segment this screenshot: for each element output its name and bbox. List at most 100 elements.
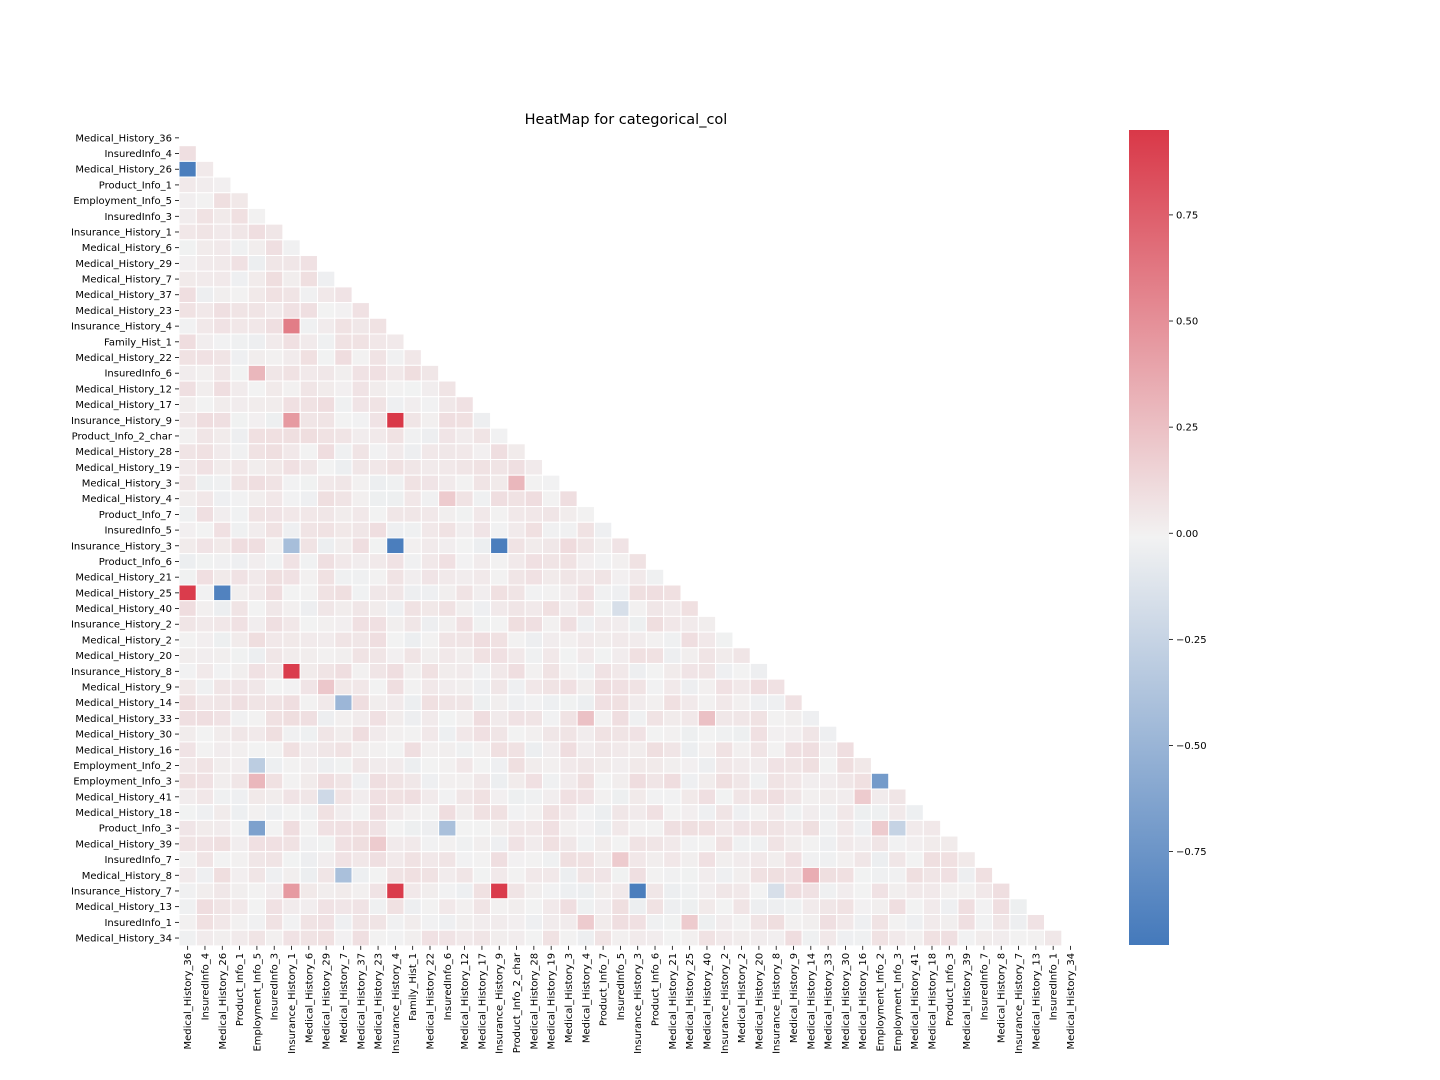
heatmap-cell xyxy=(178,160,197,178)
heatmap-cell xyxy=(559,819,578,837)
heatmap-cell xyxy=(351,600,370,617)
heatmap-cell xyxy=(524,506,544,523)
heatmap-cell xyxy=(282,694,301,712)
heatmap-cell xyxy=(213,255,232,272)
heatmap-cell xyxy=(697,866,717,884)
heatmap-cell xyxy=(455,929,474,947)
heatmap-cell xyxy=(178,145,197,162)
heatmap-cell xyxy=(282,427,301,445)
heatmap-cell xyxy=(888,914,907,931)
heatmap-cell xyxy=(663,819,682,837)
heatmap-cell xyxy=(559,725,578,743)
heatmap-cell xyxy=(524,819,544,837)
heatmap-cell xyxy=(334,490,353,508)
heatmap-cell xyxy=(403,835,422,853)
heatmap-cell xyxy=(663,835,682,853)
heatmap-cell xyxy=(957,866,976,884)
heatmap-cell xyxy=(386,725,405,743)
heatmap-cell xyxy=(386,929,405,947)
heatmap-cell xyxy=(195,882,215,900)
heatmap-cell xyxy=(524,929,544,947)
heatmap-cell xyxy=(559,804,578,821)
heatmap-cell xyxy=(645,851,665,868)
heatmap-cell xyxy=(524,647,544,664)
heatmap-cell xyxy=(593,898,613,915)
heatmap-cell xyxy=(732,678,751,696)
heatmap-cell xyxy=(351,411,370,429)
heatmap-cell xyxy=(316,757,336,774)
heatmap-cell xyxy=(420,553,440,570)
heatmap-cell xyxy=(368,490,388,508)
heatmap-cell xyxy=(282,349,301,366)
heatmap-cell xyxy=(403,490,422,508)
heatmap-cell xyxy=(749,804,769,821)
heatmap-cell xyxy=(697,710,717,727)
heatmap-cell xyxy=(974,929,994,947)
heatmap-cell xyxy=(542,584,561,602)
heatmap-cell xyxy=(507,898,526,915)
heatmap-cell xyxy=(420,443,440,460)
y-tick-label: Medical_History_37 xyxy=(75,290,172,301)
heatmap-cell xyxy=(749,710,769,727)
heatmap-cell xyxy=(247,255,267,272)
heatmap-cell xyxy=(265,302,284,319)
heatmap-cell xyxy=(715,819,734,837)
heatmap-cell xyxy=(576,662,595,680)
heatmap-cell xyxy=(195,584,215,602)
heatmap-cell xyxy=(178,568,197,586)
heatmap-cell xyxy=(420,741,440,759)
colorbar-tick-label: −0.75 xyxy=(1176,847,1207,858)
heatmap-cell xyxy=(593,600,613,617)
heatmap-cell xyxy=(334,443,353,460)
colorbar-ticks: 0.75 0.50 0.25 0.00 −0.25 −0.50 −0.75 xyxy=(1169,210,1207,858)
x-tick-label: Medical_History_33 xyxy=(824,953,835,1050)
heatmap-cell xyxy=(455,678,474,696)
y-tick-label: Product_Info_2_char xyxy=(72,431,173,442)
x-tick-label: Insurance_History_7 xyxy=(1014,953,1025,1054)
heatmap-cell xyxy=(282,741,301,759)
heatmap-cell xyxy=(905,819,924,837)
heatmap-cell xyxy=(715,757,734,774)
heatmap-cell xyxy=(472,710,492,727)
x-tick-label: Medical_History_40 xyxy=(702,953,713,1050)
heatmap-cell xyxy=(559,506,578,523)
heatmap-cell xyxy=(265,364,284,382)
heatmap-cell xyxy=(524,662,544,680)
heatmap-cell xyxy=(507,788,526,806)
heatmap-cell xyxy=(213,898,232,915)
heatmap-cell xyxy=(663,694,682,712)
heatmap-cell xyxy=(299,568,318,586)
y-tick-label: Medical_History_12 xyxy=(75,384,172,395)
heatmap-cell xyxy=(247,600,267,617)
heatmap-cell xyxy=(299,317,318,335)
heatmap-cell xyxy=(230,914,249,931)
heatmap-cell xyxy=(472,490,492,508)
heatmap-cell xyxy=(697,741,717,759)
x-tick-label: Medical_History_36 xyxy=(183,953,194,1050)
heatmap-cell xyxy=(351,427,370,445)
heatmap-cell xyxy=(767,725,786,743)
heatmap-cell xyxy=(386,568,405,586)
heatmap-cell xyxy=(784,710,803,727)
heatmap-cell xyxy=(334,804,353,821)
y-tick-label: Medical_History_41 xyxy=(75,792,172,803)
heatmap-cell xyxy=(628,788,647,806)
heatmap-cell xyxy=(403,898,422,915)
heatmap-cell xyxy=(213,207,232,225)
heatmap-cell xyxy=(524,568,544,586)
heatmap-cell xyxy=(438,553,457,570)
heatmap-cell xyxy=(230,929,249,947)
heatmap-cell xyxy=(645,772,665,790)
heatmap-cell xyxy=(334,898,353,915)
heatmap-cell xyxy=(853,851,872,868)
heatmap-cell xyxy=(351,835,370,853)
heatmap-cell xyxy=(749,898,769,915)
heatmap-cell xyxy=(974,866,994,884)
heatmap-cell xyxy=(351,741,370,759)
heatmap-cell xyxy=(230,553,249,570)
heatmap-cell xyxy=(213,490,232,508)
x-tick-label: Insurance_History_1 xyxy=(287,953,298,1054)
heatmap-cell xyxy=(472,553,492,570)
heatmap-cell xyxy=(316,662,336,680)
y-tick-label: Insurance_History_8 xyxy=(71,667,172,678)
